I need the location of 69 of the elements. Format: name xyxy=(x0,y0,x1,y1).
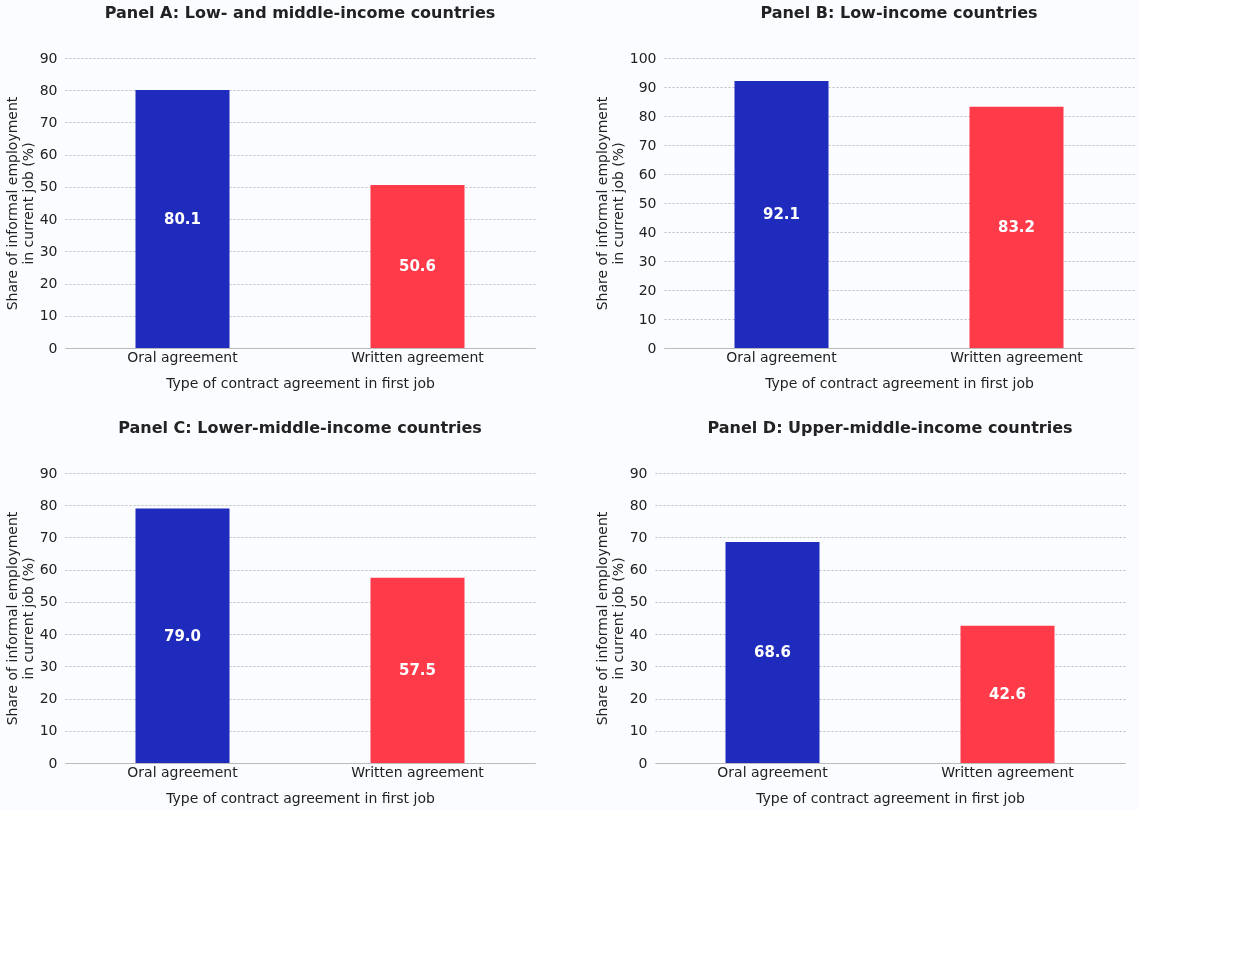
y-tick-label: 50 xyxy=(39,178,58,195)
data-label: 79.0 xyxy=(163,626,202,645)
y-tick-label: 70 xyxy=(39,528,58,545)
y-tick-label: 80 xyxy=(629,496,648,513)
x-tick-label: Oral agreement xyxy=(726,348,838,365)
y-tick-label: 30 xyxy=(39,657,58,674)
y-tick-label: 10 xyxy=(39,722,58,739)
y-tick-label: 100 xyxy=(629,49,657,66)
x-tick-label: Oral agreement xyxy=(127,763,239,780)
y-tick-label: 60 xyxy=(629,561,648,578)
y-axis-title: Share of informal employment in current job (%) xyxy=(3,96,36,311)
y-tick-label: 30 xyxy=(629,657,648,674)
data-label: 92.1 xyxy=(762,205,801,224)
x-tick-label: Oral agreement xyxy=(717,763,829,780)
data-label: 83.2 xyxy=(997,218,1036,237)
y-tick-label: 90 xyxy=(39,49,58,66)
chart-title: Panel D: Upper-middle-income countries xyxy=(707,418,1073,437)
y-tick-label: 50 xyxy=(638,194,657,211)
chart-title: Panel C: Lower-middle-income countries xyxy=(118,418,482,437)
y-tick-label: 40 xyxy=(39,210,58,227)
y-tick-label: 40 xyxy=(39,625,58,642)
data-label: 50.6 xyxy=(398,257,437,276)
data-label: 42.6 xyxy=(988,685,1027,704)
y-tick-label: 90 xyxy=(629,464,648,481)
y-tick-label: 20 xyxy=(39,275,58,292)
y-tick-label: 60 xyxy=(39,561,58,578)
y-tick-label: 10 xyxy=(629,722,648,739)
y-tick-label: 80 xyxy=(638,107,657,124)
y-tick-label: 30 xyxy=(638,252,657,269)
x-tick-label: Written agreement xyxy=(950,348,1084,365)
x-tick-label: Oral agreement xyxy=(127,348,239,365)
y-tick-label: 60 xyxy=(638,165,657,182)
x-tick-label: Written agreement xyxy=(941,763,1075,780)
y-tick-label: 10 xyxy=(39,307,58,324)
y-tick-label: 70 xyxy=(638,136,657,153)
y-tick-label: 30 xyxy=(39,242,58,259)
chart-title: Panel A: Low- and middle-income countries xyxy=(104,3,496,22)
y-tick-label: 60 xyxy=(39,146,58,163)
chart-title: Panel B: Low-income countries xyxy=(760,3,1038,22)
y-tick-label: 50 xyxy=(39,593,58,610)
y-tick-label: 0 xyxy=(48,754,58,771)
x-axis-title: Type of contract agreement in first job xyxy=(165,789,435,806)
y-tick-label: 80 xyxy=(39,496,58,513)
data-label: 57.5 xyxy=(398,661,437,680)
y-tick-label: 20 xyxy=(638,281,657,298)
y-tick-label: 90 xyxy=(39,464,58,481)
y-tick-label: 70 xyxy=(629,528,648,545)
y-tick-label: 80 xyxy=(39,81,58,98)
y-tick-label: 20 xyxy=(629,690,648,707)
data-label: 68.6 xyxy=(753,643,792,662)
x-tick-label: Written agreement xyxy=(351,348,485,365)
x-tick-label: Written agreement xyxy=(351,763,485,780)
y-axis-title: Share of informal employment in current job (%) xyxy=(3,511,36,726)
y-tick-label: 40 xyxy=(638,223,657,240)
y-tick-label: 20 xyxy=(39,690,58,707)
y-tick-label: 70 xyxy=(39,113,58,130)
data-label: 80.1 xyxy=(163,209,202,228)
y-tick-label: 0 xyxy=(638,754,648,771)
y-tick-label: 40 xyxy=(629,625,648,642)
y-tick-label: 0 xyxy=(647,339,657,356)
y-axis-title: Share of informal employment in current job (%) xyxy=(593,511,626,726)
y-axis-title: Share of informal employment in current job (%) xyxy=(593,96,626,311)
y-tick-label: 90 xyxy=(638,78,657,95)
y-tick-label: 50 xyxy=(629,593,648,610)
x-axis-title: Type of contract agreement in first job xyxy=(755,789,1025,806)
y-tick-label: 10 xyxy=(638,310,657,327)
y-tick-label: 0 xyxy=(48,339,58,356)
x-axis-title: Type of contract agreement in first job xyxy=(165,374,435,391)
x-axis-title: Type of contract agreement in first job xyxy=(764,374,1034,391)
